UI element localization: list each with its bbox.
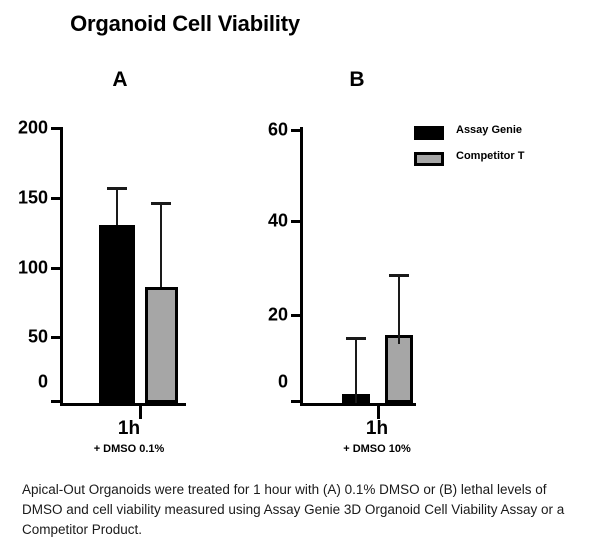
errorbar-b-assay-genie-cap bbox=[346, 337, 366, 340]
errorbar-a-assay-genie-stem bbox=[116, 188, 118, 225]
errorbar-b-assay-genie-stem bbox=[355, 338, 357, 403]
x-tick-a bbox=[139, 406, 142, 419]
figure-caption: Apical-Out Organoids were treated for 1 … bbox=[22, 482, 565, 537]
x-axis-b bbox=[300, 403, 416, 406]
y-tick-label-a-200: 200 bbox=[17, 117, 48, 138]
chart-panel-a: 0 50 100 150 200 bbox=[18, 118, 190, 419]
errorbar-a-competitor-t-cap bbox=[151, 202, 171, 205]
x-tick-b bbox=[377, 406, 380, 419]
y-axis-b bbox=[300, 127, 303, 406]
errorbar-a-assay-genie-cap bbox=[107, 187, 127, 190]
bar-a-competitor-t bbox=[145, 287, 178, 403]
errorbar-b-competitor-t-stem bbox=[398, 275, 400, 344]
page-title: Organoid Cell Viability bbox=[70, 11, 300, 36]
y-tick-label-b-60: 60 bbox=[267, 119, 288, 140]
x-axis-label-a: 1h bbox=[117, 418, 141, 439]
bar-b-competitor-t bbox=[385, 335, 413, 403]
y-tick-label-b-40: 40 bbox=[267, 210, 288, 231]
chart-panel-b: 0 20 40 60 bbox=[268, 120, 420, 419]
legend-label-assay-genie: Assay Genie bbox=[456, 124, 523, 136]
legend-swatch-competitor-t bbox=[414, 152, 444, 166]
y-tick-label-a-0: 0 bbox=[37, 371, 48, 392]
x-axis-sublabel-b: + DMSO 10% bbox=[343, 443, 411, 455]
y-axis-a bbox=[60, 127, 63, 406]
x-axis-a bbox=[60, 403, 186, 406]
y-tick-label-a-150: 150 bbox=[17, 187, 48, 208]
legend-swatch-assay-genie bbox=[414, 126, 444, 140]
bar-a-assay-genie bbox=[99, 225, 135, 403]
legend-label-competitor-t: Competitor T bbox=[456, 150, 525, 162]
y-tick-label-b-20: 20 bbox=[267, 304, 288, 325]
y-tick-label-b-0: 0 bbox=[277, 371, 288, 392]
y-tick-label-a-100: 100 bbox=[17, 257, 48, 278]
errorbar-b-competitor-t-cap bbox=[389, 274, 409, 277]
x-axis-sublabel-a: + DMSO 0.1% bbox=[93, 443, 165, 455]
panel-label-a: A bbox=[112, 68, 128, 91]
errorbar-a-competitor-t-stem bbox=[160, 203, 162, 287]
y-tick-label-a-50: 50 bbox=[27, 326, 48, 347]
x-axis-label-b: 1h bbox=[365, 418, 389, 439]
panel-label-b: B bbox=[349, 68, 365, 91]
